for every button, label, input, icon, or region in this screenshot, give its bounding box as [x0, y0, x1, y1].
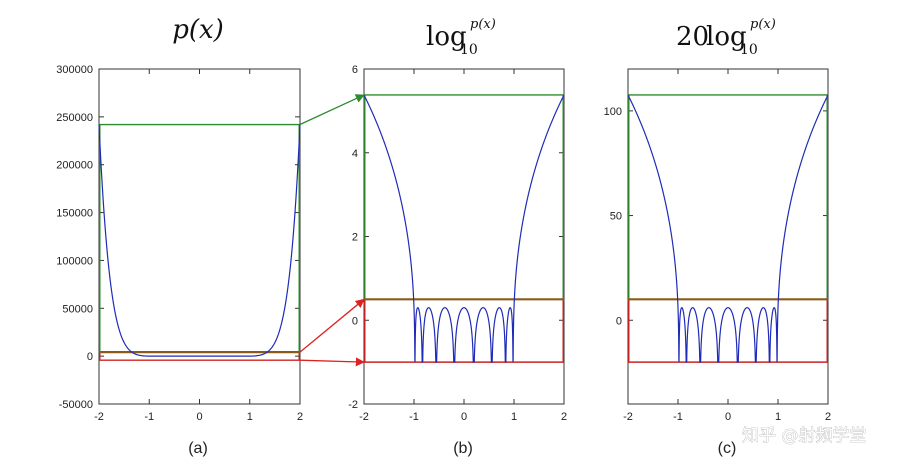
y-tick-label: 0: [87, 351, 93, 363]
x-tick-label: 2: [297, 411, 303, 423]
y-tick-label: 50000: [62, 303, 93, 315]
y-tick-label: 6: [352, 64, 358, 76]
x-tick-label: 2: [561, 411, 567, 423]
panel-b: -2 -1 0 1 2 -2 0 2 4 6: [348, 64, 567, 423]
series-line: [98, 124, 301, 357]
y-tick-label: 50: [610, 211, 622, 223]
arrow-upper: [299, 298, 365, 353]
x-tick-label: -2: [359, 411, 369, 423]
x-tick-label: -2: [623, 411, 633, 423]
caption-b: (b): [453, 440, 473, 457]
title-c-log: log: [706, 22, 747, 52]
y-tick-label: 4: [352, 148, 358, 160]
title-c-prefix: 20: [676, 22, 709, 52]
x-tick-label: 0: [196, 411, 202, 423]
title-b: log 10 p(x): [426, 17, 496, 58]
panel-a: -2 -1 0 1 2 -50000 0 50000 100000 150000 200000 250…: [56, 64, 303, 423]
x-tick-label: -1: [409, 411, 419, 423]
title-a-text: p(x): [172, 15, 224, 45]
y-tick-label: 200000: [56, 160, 93, 172]
x-tick-label: 1: [511, 411, 517, 423]
title-c-superscript: p(x): [750, 17, 776, 32]
x-tick-label: 2: [825, 411, 831, 423]
x-tick-label: 1: [775, 411, 781, 423]
plot-frame: [363, 68, 565, 405]
title-a: p(x): [172, 15, 224, 45]
series-line: [627, 94, 829, 363]
x-tick-label: 0: [725, 411, 731, 423]
caption-c: (c): [718, 440, 737, 457]
y-tick-label: -2: [348, 399, 358, 411]
title-c-subscript: 10: [740, 42, 758, 58]
y-tick-label: 300000: [56, 64, 93, 76]
title-b-subscript: 10: [460, 42, 478, 58]
title-c: 20 log 10 p(x): [676, 17, 776, 58]
x-tick-label: -1: [144, 411, 154, 423]
arrow-peak: [299, 94, 365, 126]
y-tick-label: 250000: [56, 112, 93, 124]
title-b-log: log: [426, 22, 467, 52]
watermark-text: 知乎 @射频学堂: [742, 426, 866, 446]
arrow-lower: [299, 357, 365, 367]
x-tick-label: 1: [247, 411, 253, 423]
y-tick-label: 100: [604, 106, 622, 118]
y-tick-label: 0: [352, 315, 358, 327]
x-tick-label: -2: [94, 411, 104, 423]
title-b-superscript: p(x): [470, 17, 496, 32]
y-tick-label: 100000: [56, 255, 93, 267]
x-tick-label: -1: [673, 411, 683, 423]
x-tick-label: 0: [461, 411, 467, 423]
y-tick-label: 2: [352, 232, 358, 244]
connector-arrows: [299, 94, 365, 367]
y-tick-label: 0: [616, 315, 622, 327]
plot-frame: [98, 68, 301, 405]
caption-a: (a): [188, 440, 208, 457]
y-tick-label: -50000: [59, 399, 93, 411]
y-tick-label: 150000: [56, 208, 93, 220]
panel-c: -2 -1 0 1 2 0 50 100: [604, 68, 831, 423]
series-line: [363, 94, 565, 363]
plot-frame: [627, 68, 829, 405]
